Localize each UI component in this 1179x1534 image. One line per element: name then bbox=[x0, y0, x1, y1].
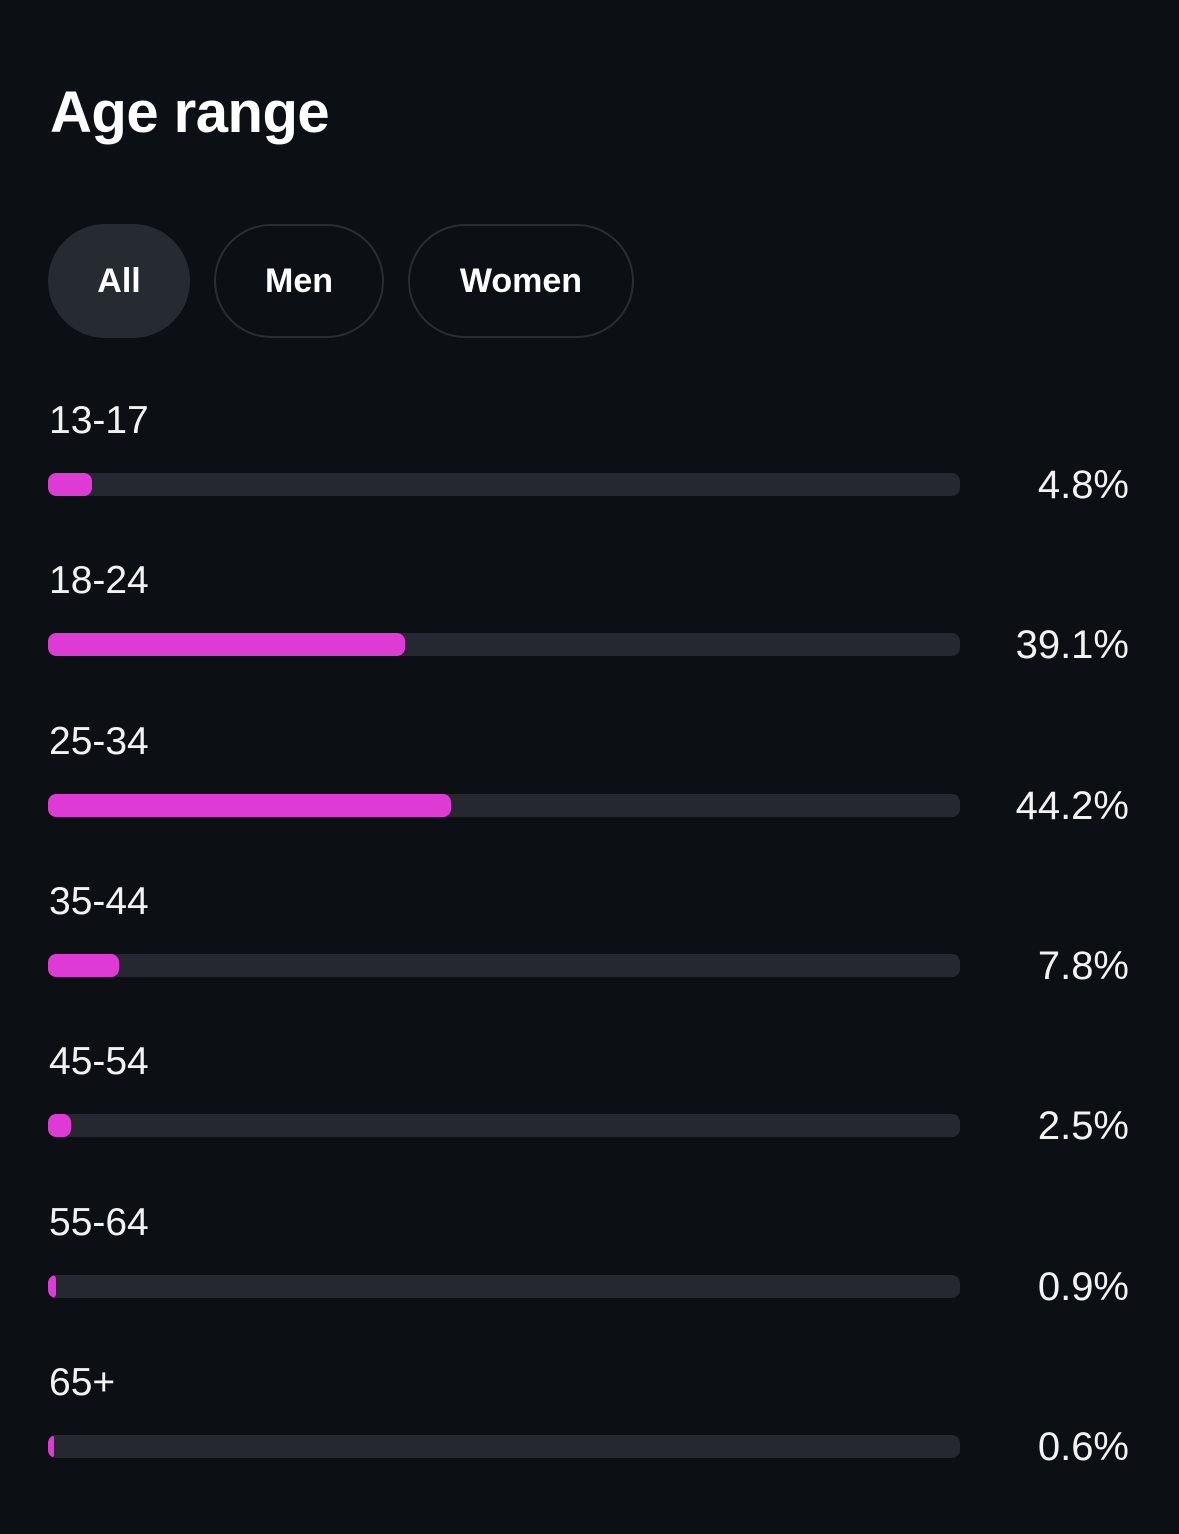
age-range-label: 35-44 bbox=[49, 879, 149, 923]
age-range-label: 65+ bbox=[49, 1360, 116, 1404]
age-range-row: 18-24 39.1% bbox=[0, 558, 1179, 688]
percentage-value: 7.8% bbox=[1037, 943, 1129, 988]
bar-fill bbox=[48, 793, 452, 817]
percentage-value: 44.2% bbox=[1015, 783, 1129, 828]
percentage-value: 0.9% bbox=[1037, 1264, 1129, 1309]
bar-track bbox=[48, 793, 960, 817]
age-range-row: 55-64 0.9% bbox=[0, 1200, 1179, 1330]
filter-women-button[interactable]: Women bbox=[408, 224, 634, 338]
age-range-row: 13-17 4.8% bbox=[0, 398, 1179, 528]
age-range-label: 13-17 bbox=[49, 399, 149, 442]
percentage-value: 2.5% bbox=[1037, 1104, 1129, 1149]
percentage-value: 39.1% bbox=[1015, 623, 1129, 668]
age-range-row: 25-34 44.2% bbox=[0, 719, 1179, 849]
age-range-label: 45-54 bbox=[49, 1040, 149, 1084]
age-range-label: 25-34 bbox=[49, 719, 149, 763]
bar-fill bbox=[48, 633, 405, 657]
filter-all-button[interactable]: All bbox=[48, 224, 190, 338]
bar-fill bbox=[48, 1114, 71, 1138]
bar-track bbox=[48, 633, 960, 657]
percentage-value: 4.8% bbox=[1037, 463, 1129, 507]
bar-fill bbox=[48, 953, 120, 977]
page-title: Age range bbox=[50, 80, 330, 145]
bar-track bbox=[48, 1434, 960, 1458]
bar-track bbox=[48, 953, 960, 977]
gender-filter-group: All Men Women bbox=[48, 224, 634, 338]
bar-fill bbox=[48, 473, 92, 496]
bar-track bbox=[48, 1274, 960, 1298]
bar-fill bbox=[48, 1434, 54, 1458]
age-range-row: 65+ 0.6% bbox=[0, 1360, 1179, 1490]
age-range-label: 55-64 bbox=[49, 1200, 149, 1244]
age-range-row: 45-54 2.5% bbox=[0, 1039, 1179, 1169]
filter-men-button[interactable]: Men bbox=[214, 224, 384, 338]
bar-track bbox=[48, 1114, 960, 1138]
age-range-label: 18-24 bbox=[49, 559, 149, 603]
bar-fill bbox=[48, 1274, 57, 1298]
age-range-row: 35-44 7.8% bbox=[0, 879, 1179, 1009]
bar-track bbox=[48, 473, 960, 496]
percentage-value: 0.6% bbox=[1037, 1424, 1129, 1469]
